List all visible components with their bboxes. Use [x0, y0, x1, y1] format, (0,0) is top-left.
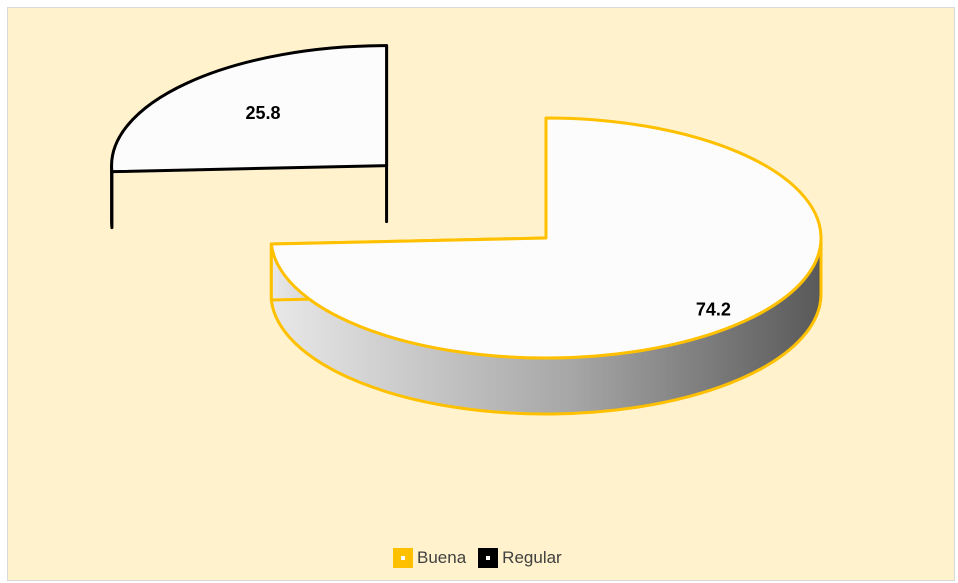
pie-slice-buena — [269, 116, 823, 416]
pie-top-buena — [269, 116, 823, 360]
legend-item-buena: Buena — [393, 548, 466, 568]
legend-item-regular: Regular — [478, 548, 562, 568]
pie-labels: 74.2 25.8 — [245, 103, 730, 319]
data-label-buena: 74.2 — [696, 299, 731, 319]
data-label-regular: 25.8 — [245, 103, 280, 123]
legend: Buena Regular — [393, 546, 574, 570]
pie-slices — [110, 44, 823, 416]
legend-label-buena: Buena — [417, 548, 467, 567]
pie-slice-regular — [110, 44, 389, 230]
legend-swatch-buena — [393, 548, 413, 568]
chart-area: 74.2 25.8 Buena Regular — [7, 7, 955, 581]
legend-label-regular: Regular — [502, 548, 562, 567]
pie-chart: 74.2 25.8 — [110, 44, 823, 416]
legend-swatch-regular — [478, 548, 499, 568]
pie-top-regular — [110, 44, 389, 174]
